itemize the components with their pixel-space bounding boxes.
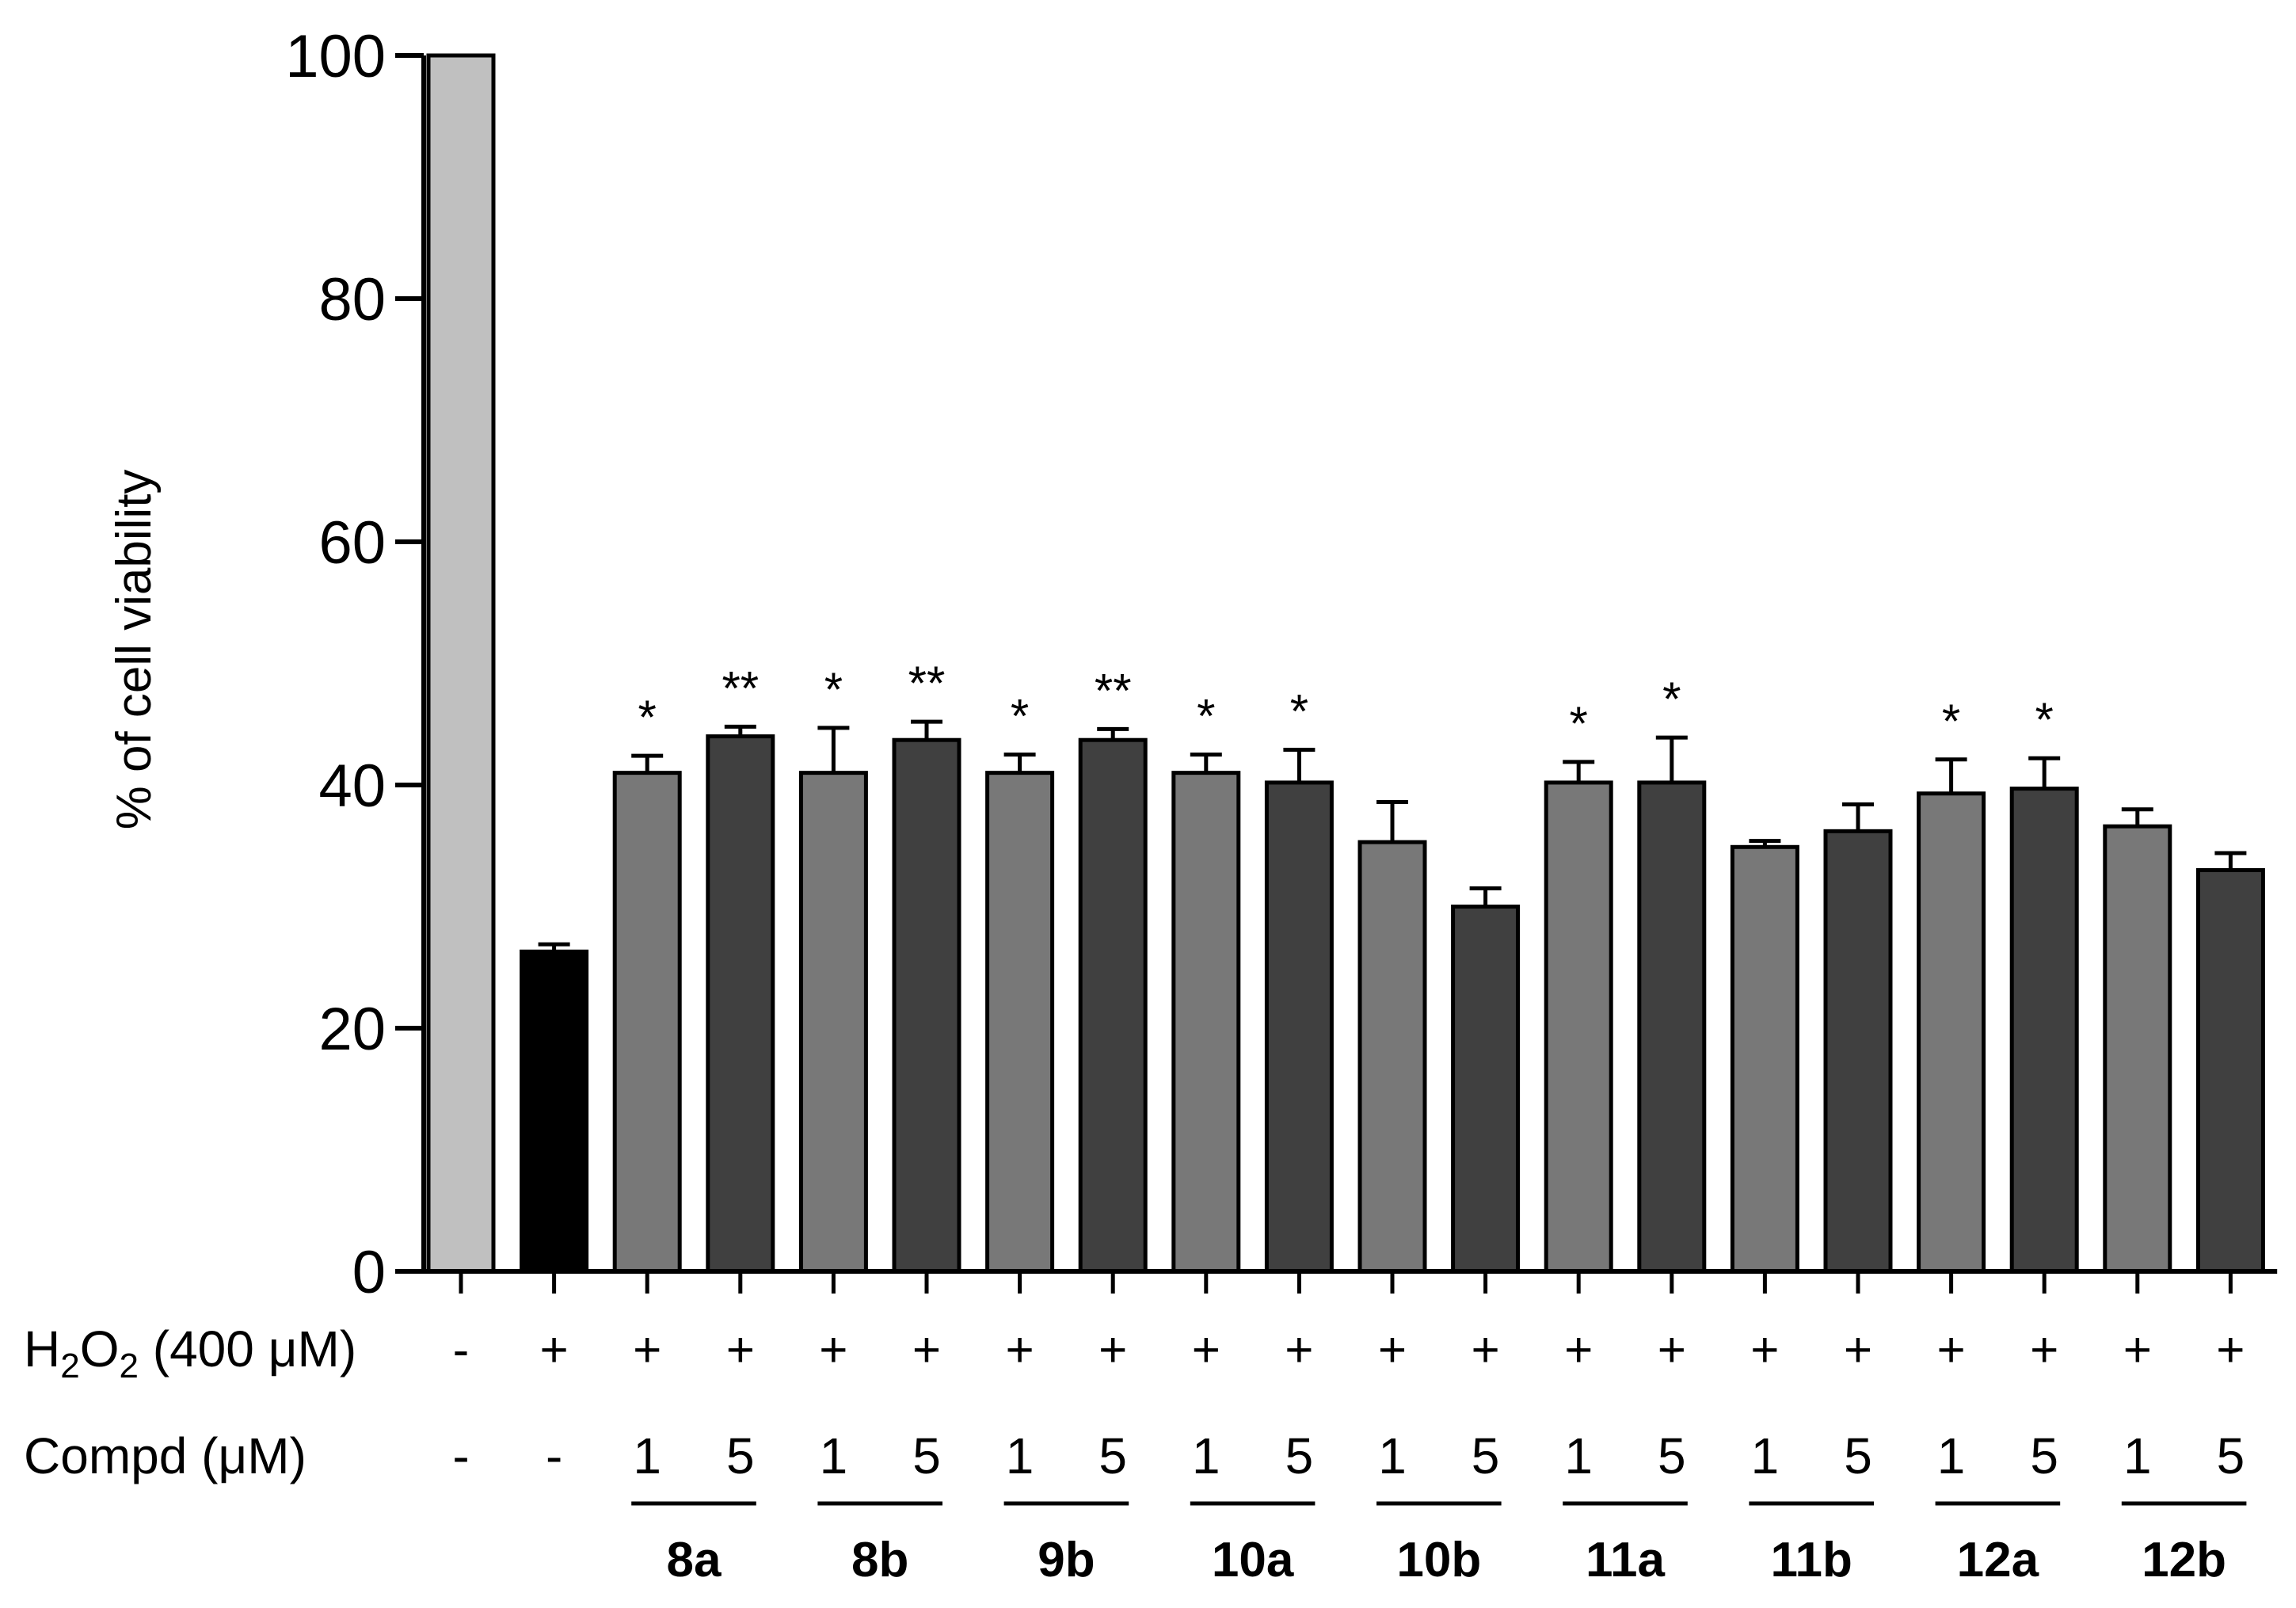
x-axis (424, 1269, 2278, 1294)
group-label-9b: 9b (1038, 1533, 1095, 1587)
h2o2-mark-0: - (453, 1323, 470, 1377)
compd-dose-13: 5 (1658, 1427, 1686, 1484)
h2o2-row-label: H2O2 (400 μM) (24, 1320, 356, 1385)
compd-dose-11: 5 (1472, 1427, 1500, 1484)
compd-dose-14: 1 (1751, 1427, 1780, 1484)
bar-12 (1544, 780, 1613, 1274)
bar-13 (1637, 780, 1707, 1274)
compd-dose-1: - (546, 1427, 562, 1484)
bar-11 (1451, 905, 1521, 1274)
error-bars (538, 719, 2247, 952)
significance-9: * (1290, 684, 1308, 737)
h2o2-mark-17: + (2030, 1323, 2058, 1377)
y-tick-label-0: 0 (352, 1239, 386, 1306)
y-axis-label: % of cell viability (107, 470, 162, 830)
h2o2-mark-10: + (1378, 1323, 1407, 1377)
compd-dose-15: 5 (1844, 1427, 1872, 1484)
h2o2-mark-1: + (539, 1323, 568, 1377)
group-label-11b: 11b (1770, 1533, 1852, 1587)
y-tick-label-20: 20 (318, 996, 386, 1063)
h2o2-mark-3: + (726, 1323, 755, 1377)
group-label-8b: 8b (851, 1533, 908, 1587)
significance-8: * (1197, 690, 1215, 743)
compd-dose-0: - (452, 1427, 469, 1484)
bar-15 (1823, 829, 1893, 1274)
compd-dose-18: 1 (2123, 1427, 2152, 1484)
h2o2-mark-19: + (2216, 1323, 2245, 1377)
h2o2-mark-6: + (1005, 1323, 1034, 1377)
group-label-10a: 10a (1212, 1533, 1294, 1587)
significance-12: * (1570, 697, 1588, 750)
compd-dose-19: 5 (2217, 1427, 2245, 1484)
compd-dose-16: 1 (1937, 1427, 1966, 1484)
y-axis: 0 20 40 60 80 100 (285, 23, 426, 1306)
compound-groups: 8a 8b 9b 10a 10b 11a 11b 12a 12b (631, 1501, 2247, 1587)
bar-16 (1917, 791, 1986, 1274)
bar-1 (520, 949, 589, 1274)
compd-dose-5: 5 (912, 1427, 941, 1484)
significance-3: ** (722, 661, 759, 714)
treatment-rows: H2O2 (400 μM) Compd (μM) - - + - +1 +5 +1 +5 +1 +… (24, 1320, 2245, 1484)
compd-dose-17: 5 (2030, 1427, 2058, 1484)
h2o2-mark-8: + (1192, 1323, 1220, 1377)
h2o2-mark-16: + (1936, 1323, 1965, 1377)
bar-6 (985, 771, 1055, 1274)
h2o2-mark-18: + (2123, 1323, 2152, 1377)
bar-14 (1730, 844, 1799, 1274)
significance-marks: *** * *** ** * * * * * * (638, 657, 2054, 750)
significance-5: ** (908, 657, 946, 710)
bar-17 (2009, 787, 2079, 1274)
significance-2: * (638, 691, 657, 744)
compd-dose-2: 1 (633, 1427, 661, 1484)
significance-13: * (1662, 673, 1681, 726)
compd-dose-8: 1 (1192, 1427, 1220, 1484)
h2o2-mark-13: + (1658, 1323, 1686, 1377)
significance-16: * (1942, 695, 1960, 748)
h2o2-mark-4: + (819, 1323, 847, 1377)
group-label-12b: 12b (2142, 1533, 2226, 1587)
bar-0 (426, 53, 496, 1274)
bar-8 (1171, 771, 1241, 1274)
significance-6: * (1011, 690, 1029, 743)
y-tick-label-100: 100 (285, 23, 386, 90)
bar-4 (798, 771, 868, 1274)
compd-dose-9: 5 (1285, 1427, 1314, 1484)
compd-dose-6: 1 (1006, 1427, 1034, 1484)
h2o2-mark-12: + (1564, 1323, 1593, 1377)
h2o2-mark-9: + (1285, 1323, 1313, 1377)
h2o2-mark-14: + (1750, 1323, 1779, 1377)
bar-10 (1357, 840, 1427, 1274)
h2o2-mark-15: + (1844, 1323, 1872, 1377)
bar-3 (706, 734, 775, 1274)
h2o2-mark-7: + (1099, 1323, 1127, 1377)
h2o2-mark-2: + (633, 1323, 661, 1377)
group-label-10b: 10b (1396, 1533, 1481, 1587)
compd-row-label: Compd (μM) (24, 1427, 307, 1484)
compd-dose-12: 1 (1564, 1427, 1593, 1484)
bar-2 (612, 771, 682, 1274)
y-tick-label-40: 40 (318, 753, 386, 820)
significance-17: * (2035, 693, 2054, 746)
bar-7 (1078, 737, 1148, 1274)
y-tick-label-60: 60 (318, 509, 386, 577)
group-label-12a: 12a (1957, 1533, 2039, 1587)
bar-5 (892, 737, 961, 1274)
bar-18 (2103, 824, 2172, 1274)
y-tick-label-80: 80 (318, 266, 386, 333)
compd-dose-10: 1 (1378, 1427, 1407, 1484)
h2o2-mark-5: + (912, 1323, 941, 1377)
bars (426, 53, 2265, 1274)
h2o2-mark-11: + (1471, 1323, 1499, 1377)
group-label-11a: 11a (1586, 1533, 1666, 1587)
bar-19 (2195, 867, 2265, 1274)
compd-dose-3: 5 (726, 1427, 755, 1484)
group-label-8a: 8a (667, 1533, 722, 1587)
compd-dose-4: 1 (820, 1427, 848, 1484)
significance-7: ** (1095, 664, 1132, 717)
compd-dose-7: 5 (1099, 1427, 1127, 1484)
bar-9 (1264, 780, 1334, 1274)
significance-4: * (824, 663, 843, 716)
